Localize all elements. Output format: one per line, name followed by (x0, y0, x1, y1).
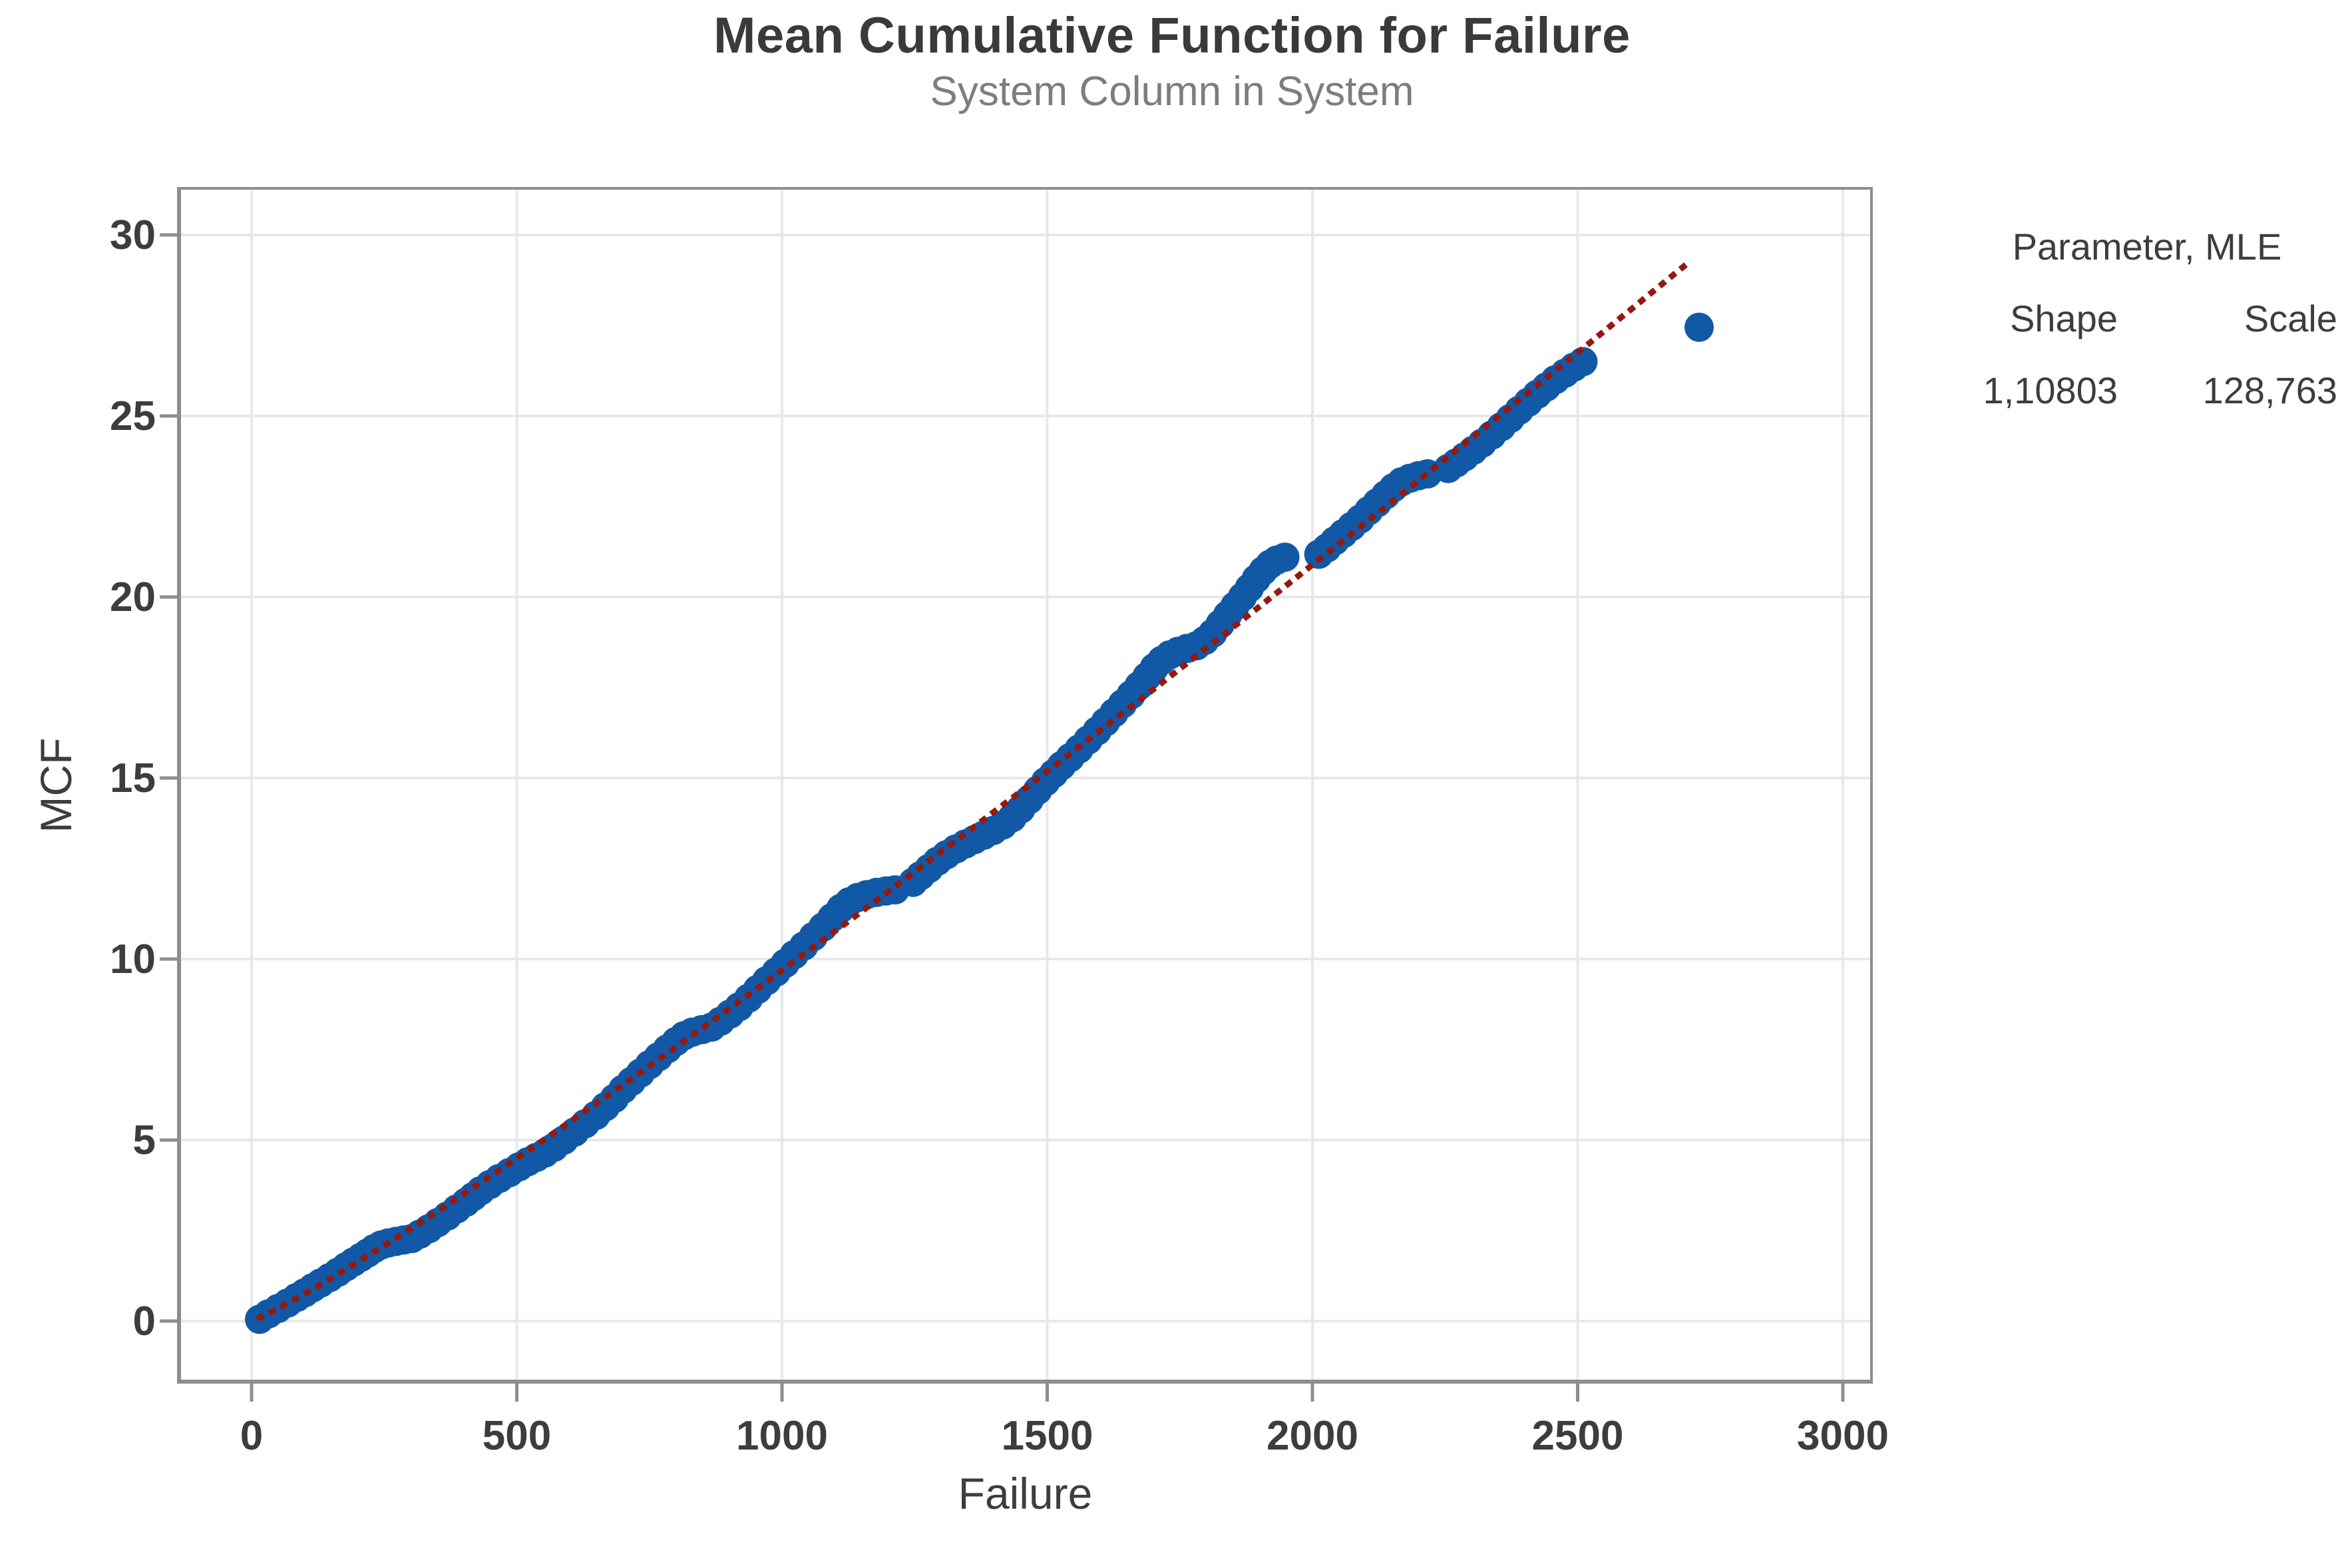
mcf-data-point (1684, 312, 1714, 342)
x-tick-label: 3000 (1797, 1413, 1889, 1459)
y-axis-title: MCF (31, 737, 81, 833)
shape-value: 1,10803 (1983, 369, 2118, 411)
x-tick-label: 2500 (1532, 1413, 1624, 1459)
chart-title: Mean Cumulative Function for Failure (713, 7, 1631, 64)
y-tick-label: 15 (110, 755, 156, 801)
parameter-table-header: Parameter, MLE (2012, 226, 2282, 268)
parameter-table-values: 1,10803 128,763 (1955, 369, 2339, 413)
y-tick-label: 25 (110, 393, 156, 439)
x-tick-label: 0 (240, 1413, 263, 1459)
y-tick-label: 30 (110, 212, 156, 258)
y-tick-label: 20 (110, 574, 156, 620)
parameter-table: Parameter, MLE Shape Scale 1,10803 128,7… (1955, 225, 2339, 413)
fitted-mcf-line (256, 260, 1691, 1322)
y-tick-label: 5 (133, 1117, 156, 1163)
scale-value: 128,763 (2202, 369, 2337, 411)
mcf-data-point (1568, 347, 1598, 377)
x-tick-label: 1000 (736, 1413, 828, 1459)
parameter-table-column-headers: Shape Scale (1955, 297, 2339, 341)
shape-column-header: Shape (2010, 297, 2118, 339)
mcf-data-point (1270, 542, 1300, 572)
x-tick-label: 500 (483, 1413, 551, 1459)
chart-subtitle: System Column in System (930, 69, 1414, 114)
y-tick-label: 0 (133, 1298, 156, 1344)
x-axis-title: Failure (958, 1469, 1093, 1518)
x-tick-label: 1500 (1002, 1413, 1093, 1459)
scale-column-header: Scale (2244, 297, 2337, 339)
x-tick-label: 2000 (1267, 1413, 1358, 1459)
y-tick-label: 10 (110, 936, 156, 982)
